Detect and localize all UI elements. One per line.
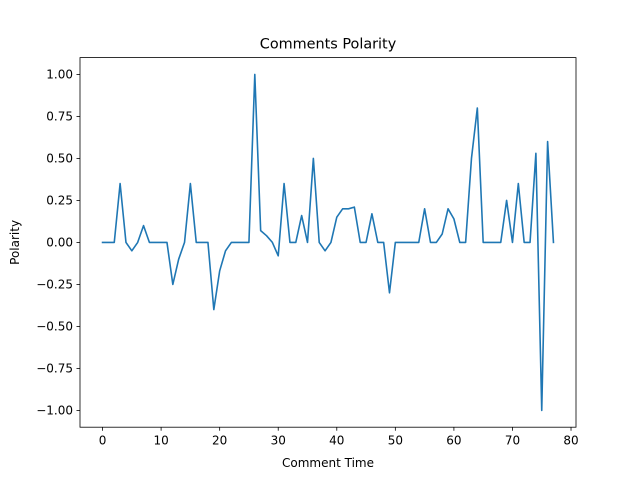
y-tick-label: −0.25 (36, 278, 73, 292)
y-tick-label: 0.75 (46, 110, 73, 124)
x-tick-label: 20 (212, 434, 227, 448)
x-tick-label: 60 (446, 434, 461, 448)
y-tick-label: 0.50 (46, 152, 73, 166)
y-tick-label: −0.75 (36, 362, 73, 376)
y-axis-label: Polarity (8, 220, 22, 265)
chart-title: Comments Polarity (260, 37, 397, 53)
y-tick-label: −0.50 (36, 320, 73, 334)
x-tick-label: 30 (271, 434, 286, 448)
x-tick-label: 50 (388, 434, 403, 448)
y-tick-label: 1.00 (46, 68, 73, 82)
y-tick-label: 0.25 (46, 194, 73, 208)
y-tick-label: 0.00 (46, 236, 73, 250)
x-tick-label: 10 (153, 434, 168, 448)
plot-area (101, 73, 555, 412)
y-axis-ticks: −1.00 −0.75 −0.50 −0.25 0.00 0.25 0.50 0.75 1.00 (36, 68, 80, 418)
x-tick-label: 80 (563, 434, 578, 448)
x-tick-label: 70 (505, 434, 520, 448)
axes-frame (79, 57, 577, 428)
x-axis-ticks: 0 10 20 30 40 50 60 70 80 (99, 427, 579, 448)
x-tick-label: 0 (99, 434, 107, 448)
x-tick-label: 40 (329, 434, 344, 448)
polarity-line (101, 73, 555, 412)
x-axis-label: Comment Time (282, 456, 374, 470)
y-tick-label: −1.00 (36, 404, 73, 418)
